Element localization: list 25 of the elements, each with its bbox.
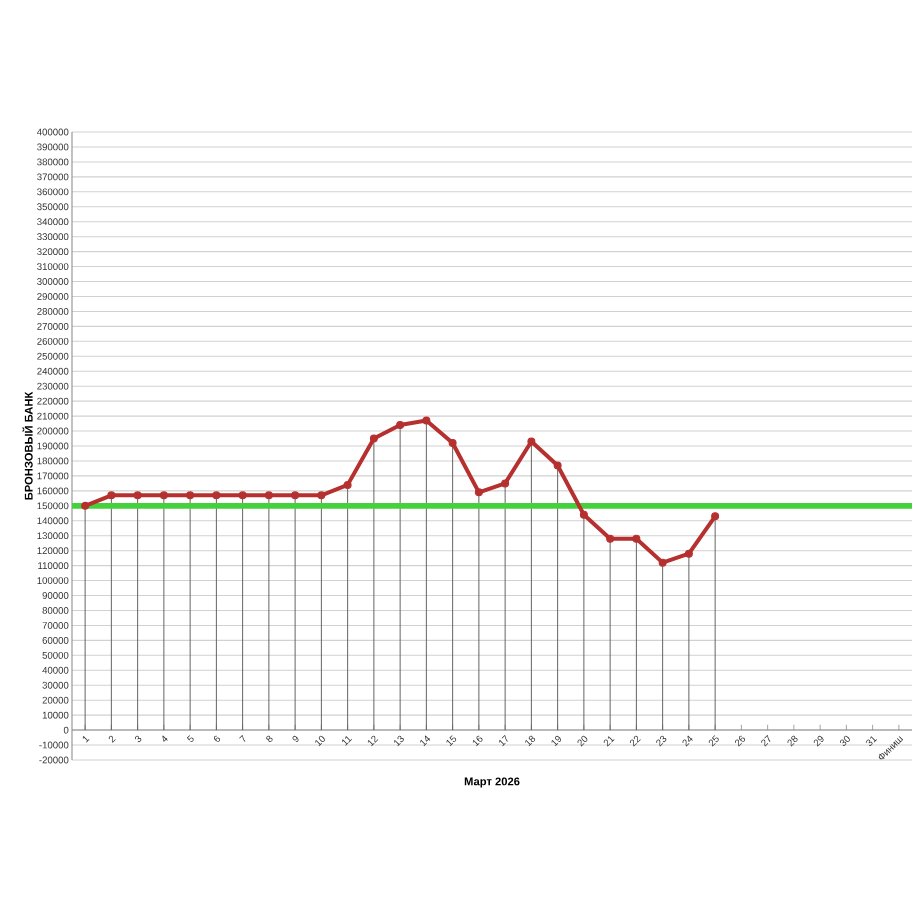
point — [343, 480, 352, 489]
point — [186, 491, 195, 500]
point — [448, 439, 457, 448]
point — [238, 491, 247, 500]
point — [317, 491, 326, 500]
point — [606, 534, 615, 543]
point — [396, 421, 405, 430]
point — [553, 461, 562, 470]
point — [684, 549, 693, 558]
point — [527, 437, 536, 446]
point — [212, 491, 221, 500]
point — [711, 512, 720, 521]
point — [159, 491, 168, 500]
point — [264, 491, 273, 500]
point — [291, 491, 300, 500]
point — [133, 491, 142, 500]
point — [369, 434, 378, 443]
point — [501, 479, 510, 488]
point — [579, 510, 588, 519]
point — [474, 488, 483, 497]
point — [107, 491, 116, 500]
point — [81, 501, 90, 510]
point — [658, 558, 667, 567]
point — [632, 534, 641, 543]
point — [422, 416, 431, 425]
